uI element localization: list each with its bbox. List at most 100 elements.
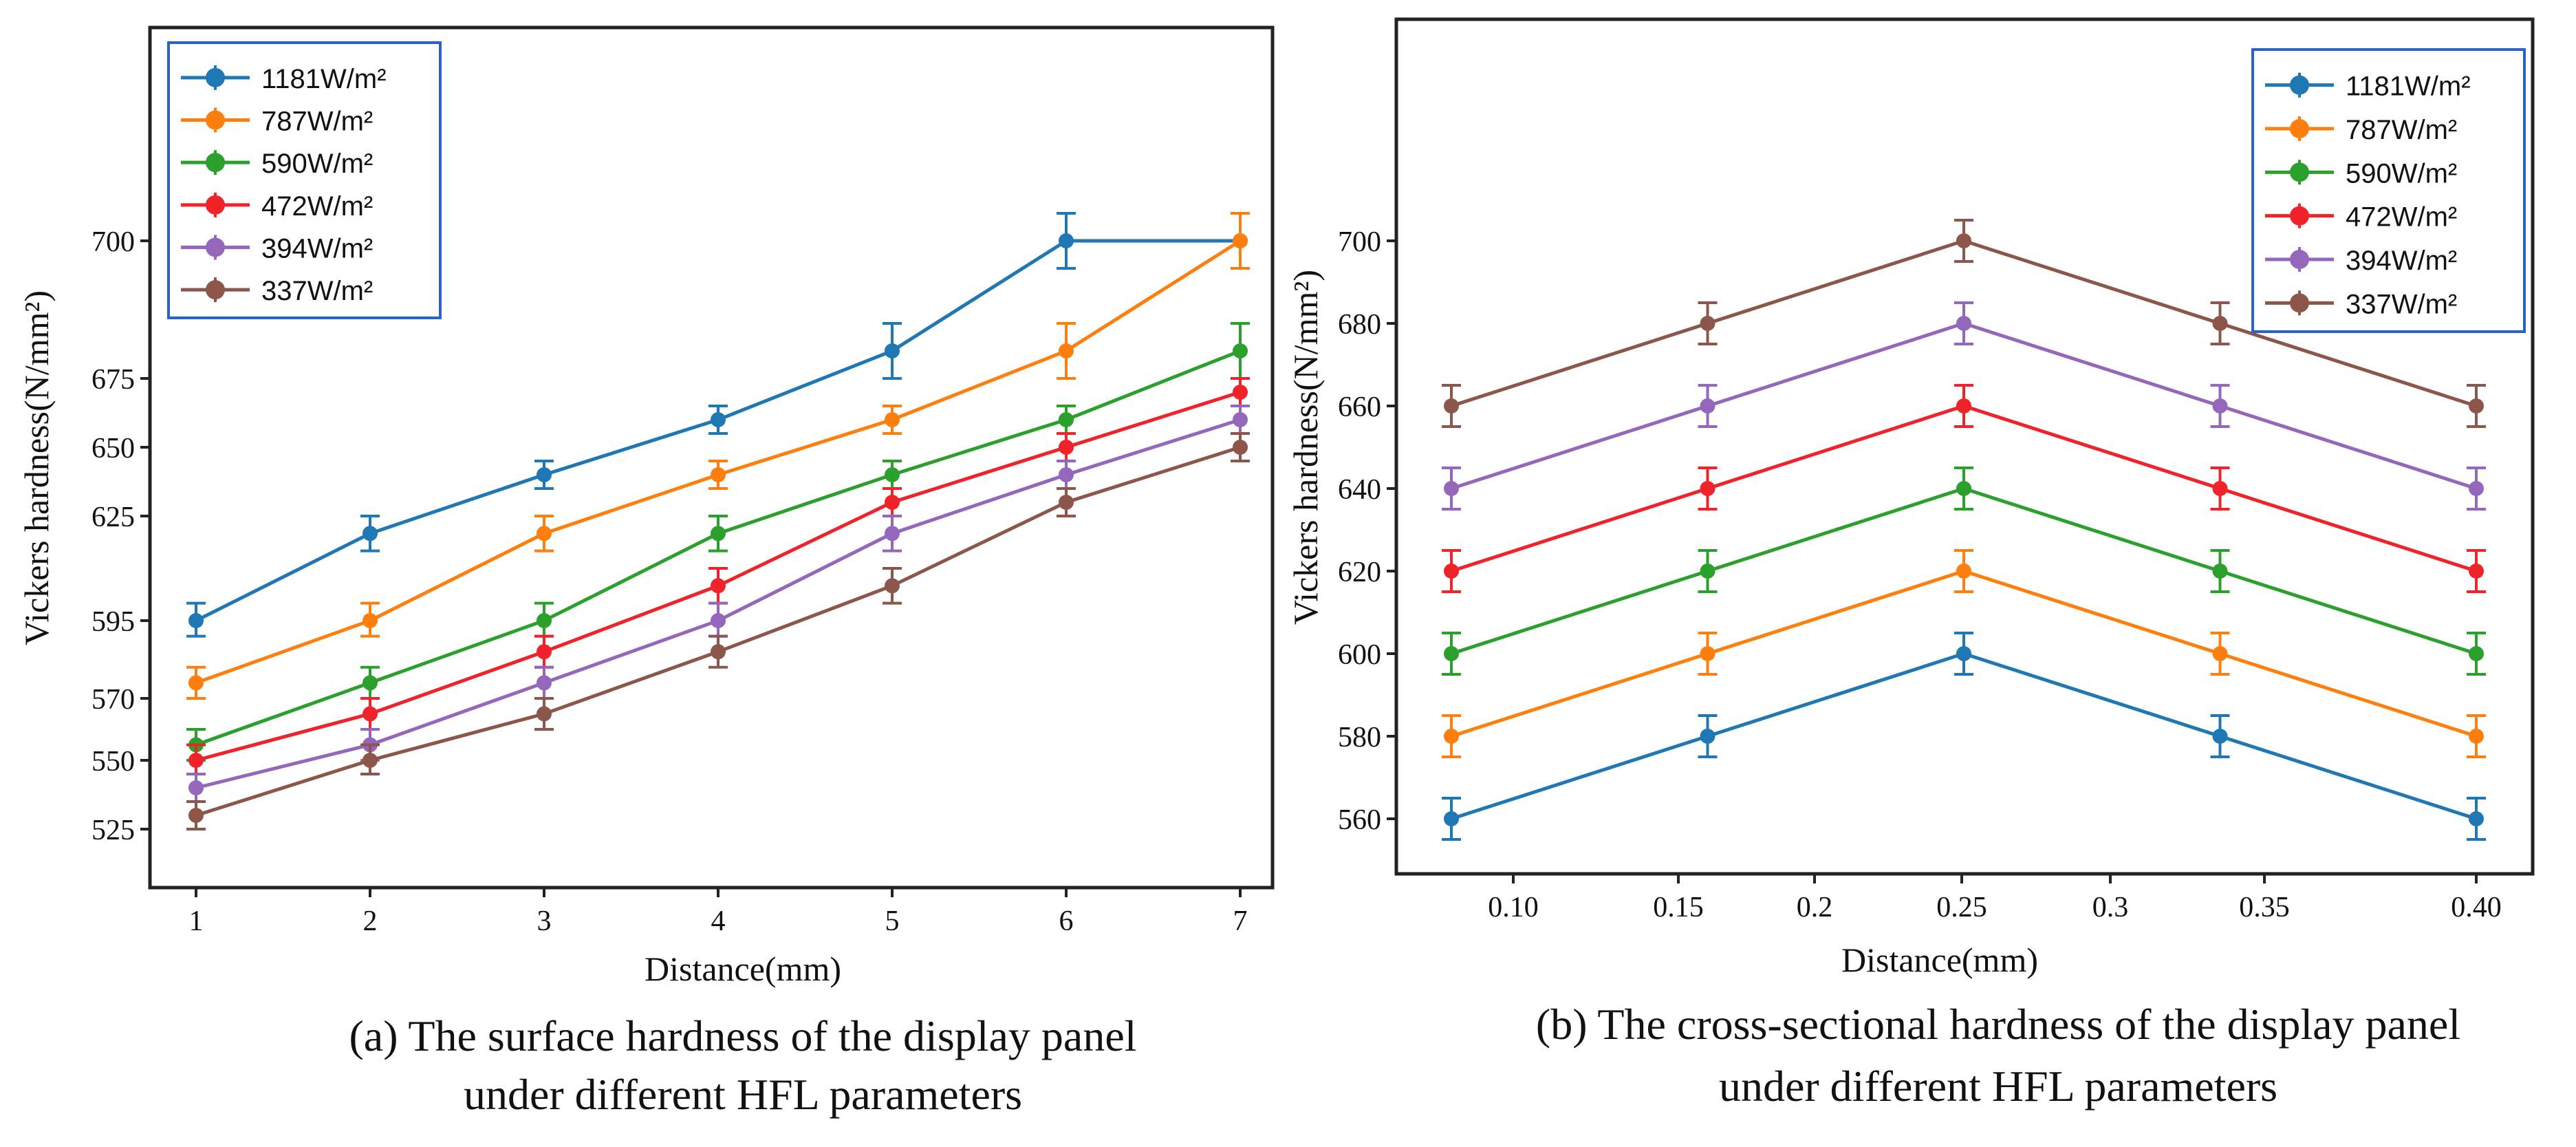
x-axis-label: Distance(mm) [645,950,841,988]
x-tick-label: 0.40 [2451,892,2502,923]
y-tick-label: 595 [91,606,135,638]
legend-item: 590W/m² [2265,158,2457,189]
data-point [2212,481,2228,496]
data-point [1444,729,1459,744]
legend: 1181W/m² 787W/m² 590W/m² 472W/m² 394W/m² 337W… [2251,48,2526,333]
legend-item: 1181W/m² [181,64,387,94]
legend-item: 1181W/m² [2265,72,2471,102]
legend-label: 472W/m² [261,191,373,222]
data-point [1956,646,1971,661]
series-1 [1442,549,2486,758]
legend-marker [206,67,225,87]
data-point [2212,316,2228,331]
data-point [188,780,204,795]
data-point [1059,440,1074,455]
x-tick-label: 7 [1233,905,1248,937]
legend-box [2251,48,2526,333]
data-point [2469,729,2484,744]
data-point [1956,481,1971,496]
legend-marker [2290,162,2309,182]
data-point [1233,412,1248,427]
data-point [537,613,552,628]
y-tick-label: 650 [91,433,135,464]
chart-panel-a: 525 550 570 595 625 650 675 700 1 2 3 4 5 6 7 Distance(… [17,25,1275,988]
legend-label: 590W/m² [2346,158,2457,189]
data-point [188,808,204,823]
y-tick-label: 680 [1338,309,1381,341]
legend-marker [2290,250,2309,269]
data-point [362,526,378,542]
legend-box [167,41,442,319]
y-tick-label: 600 [1338,639,1381,671]
data-point [2469,811,2484,826]
data-point [2212,729,2228,744]
data-point [885,578,900,594]
legend-item: 394W/m² [181,234,373,264]
x-tick-label: 3 [537,905,552,937]
legend-item: 337W/m² [2265,289,2457,319]
data-point [1700,316,1715,331]
data-point [1956,233,1971,248]
data-point [711,578,726,594]
data-point [1059,343,1074,358]
data-point [711,613,726,628]
legend-label: 472W/m² [2346,202,2457,233]
x-tick-label: 5 [885,905,900,937]
data-point [1059,467,1074,482]
x-tick-label: 0.15 [1653,892,1704,923]
legend-label: 394W/m² [2346,246,2457,276]
data-point [537,467,552,482]
data-point [1700,564,1715,579]
y-tick-label: 700 [1338,226,1381,258]
legend-marker [2290,75,2309,95]
data-point [1059,495,1074,510]
x-axis-label: Distance(mm) [1841,941,2038,979]
legend-item: 787W/m² [181,107,373,137]
x-tick-label: 2 [363,905,378,937]
data-point [2469,646,2484,661]
data-point [1700,481,1715,496]
data-point [885,467,900,482]
legend-marker [206,280,225,300]
data-point [362,706,378,722]
data-point [362,613,378,628]
caption-line: (a) The surface hardness of the display … [349,1011,1136,1060]
series-3 [186,377,1250,775]
series-1 [186,212,1250,700]
legend-label: 1181W/m² [2346,72,2471,102]
x-tick-label: 4 [711,905,726,937]
series-2 [186,322,1250,762]
series-line [1451,652,2477,821]
y-tick-label: 560 [1338,804,1381,836]
data-point [711,467,726,482]
data-point [537,706,552,722]
x-tick-label: 0.25 [1936,892,1987,923]
series-4 [1442,301,2486,511]
caption-line: (b) The cross-sectional hardness of the … [1536,1000,2460,1049]
data-point [2212,564,2228,579]
data-point [711,526,726,542]
data-point [1059,412,1074,427]
legend-label: 1181W/m² [261,64,387,94]
x-tick-label: 1 [189,905,204,937]
data-point [885,495,900,510]
x-tick-label: 0.10 [1488,892,1539,923]
y-tick-label: 660 [1338,392,1381,423]
y-tick-label: 525 [91,815,135,846]
y-tick-label: 625 [91,502,135,533]
y-tick-label: 675 [91,364,135,396]
x-tick-label: 0.3 [2092,892,2129,923]
data-point [1956,316,1971,331]
y-axis-label: Vickers hardness(N/mm²) [1286,270,1325,625]
data-point [188,613,204,628]
legend-item: 472W/m² [2265,202,2457,233]
data-point [885,412,900,427]
y-tick-label: 700 [91,226,135,258]
series-0 [1442,632,2486,841]
data-point [1956,398,1971,414]
series-5 [186,432,1250,830]
data-point [188,753,204,768]
data-point [1444,811,1459,826]
data-point [1233,385,1248,400]
